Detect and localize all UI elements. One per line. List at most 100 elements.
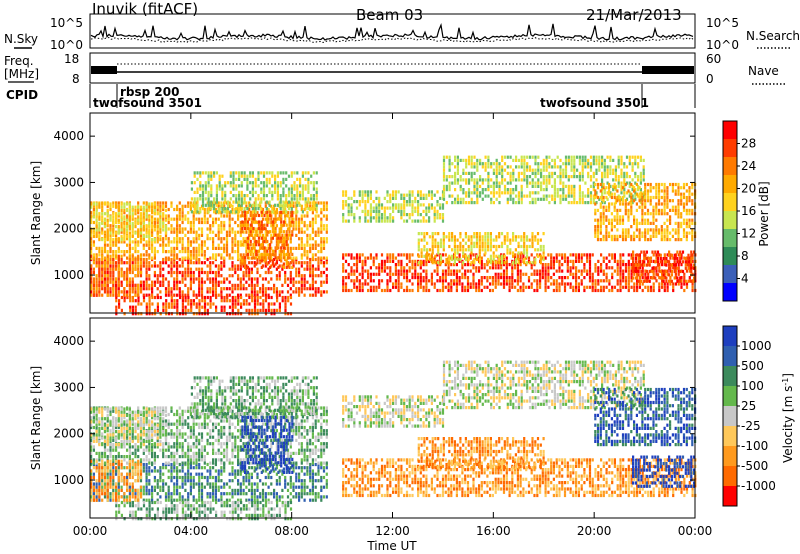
power-cell bbox=[253, 283, 256, 287]
power-cell bbox=[548, 181, 551, 185]
power-cell bbox=[284, 253, 287, 257]
power-cell bbox=[173, 264, 176, 268]
power-cell bbox=[523, 168, 526, 172]
power-cell bbox=[505, 269, 508, 273]
power-cell bbox=[106, 234, 109, 238]
power-cell bbox=[137, 250, 140, 254]
power-cell bbox=[285, 265, 288, 269]
power-cell bbox=[311, 256, 314, 260]
power-cell bbox=[594, 234, 597, 238]
power-cell bbox=[243, 197, 246, 201]
power-cell bbox=[614, 168, 617, 172]
power-cell bbox=[575, 256, 578, 260]
power-cell bbox=[284, 305, 287, 309]
power-cell bbox=[134, 221, 137, 225]
power-cell bbox=[148, 215, 151, 219]
power-cell bbox=[469, 282, 472, 286]
power-cell bbox=[369, 196, 372, 200]
power-cell bbox=[117, 238, 120, 242]
power-cell bbox=[580, 259, 583, 263]
power-cell bbox=[361, 190, 364, 194]
power-cell bbox=[512, 251, 515, 255]
power-cell bbox=[605, 218, 608, 222]
power-cell bbox=[193, 190, 196, 194]
power-cell bbox=[430, 276, 433, 280]
power-cell bbox=[290, 194, 293, 198]
power-cell bbox=[476, 184, 479, 188]
power-cell bbox=[306, 233, 309, 237]
power-cell bbox=[303, 230, 306, 234]
power-cell bbox=[564, 171, 568, 175]
power-cell bbox=[380, 269, 384, 273]
power-cell bbox=[598, 155, 601, 159]
power-cell bbox=[288, 220, 291, 224]
power-cell bbox=[280, 249, 283, 253]
power-cell bbox=[450, 282, 453, 286]
power-cell bbox=[490, 178, 493, 182]
power-cell bbox=[619, 263, 622, 267]
power-cell bbox=[312, 184, 315, 188]
power-cell bbox=[195, 246, 198, 250]
power-cell bbox=[213, 210, 216, 214]
power-cell bbox=[311, 277, 314, 281]
power-cell bbox=[106, 208, 109, 212]
power-cell bbox=[628, 158, 631, 162]
power-cell bbox=[369, 193, 372, 197]
power-cell bbox=[372, 272, 375, 276]
power-cell bbox=[539, 257, 542, 262]
power-cell bbox=[522, 288, 525, 293]
power-cell bbox=[231, 256, 234, 260]
power-cell bbox=[663, 288, 666, 293]
power-cell bbox=[392, 193, 395, 197]
power-cell bbox=[300, 277, 303, 281]
power-cell bbox=[241, 220, 244, 224]
power-cell bbox=[206, 274, 209, 278]
power-cell bbox=[515, 165, 518, 169]
power-cell bbox=[214, 220, 217, 225]
power-cell bbox=[198, 257, 201, 262]
power-cell bbox=[115, 256, 118, 260]
power-cell bbox=[322, 270, 326, 275]
power-cell bbox=[441, 276, 445, 280]
power-cell bbox=[621, 218, 625, 222]
power-cell bbox=[677, 253, 680, 257]
power-cell bbox=[309, 283, 312, 287]
power-cell bbox=[239, 220, 242, 225]
power-cell bbox=[408, 279, 411, 283]
power-cell bbox=[578, 197, 581, 201]
power-cell bbox=[601, 178, 604, 182]
power-cell bbox=[441, 206, 445, 210]
power-cell bbox=[576, 201, 579, 205]
power-cell bbox=[189, 274, 192, 278]
power-cell bbox=[291, 220, 294, 224]
power-cell bbox=[217, 233, 220, 237]
power-cell bbox=[142, 283, 145, 287]
power-cell bbox=[358, 288, 361, 293]
power-cell bbox=[594, 212, 597, 216]
power-cell bbox=[380, 288, 384, 293]
power-cell bbox=[229, 171, 232, 175]
power-cell bbox=[542, 197, 545, 201]
power-cell bbox=[151, 283, 154, 287]
power-cell bbox=[414, 276, 417, 280]
power-cell bbox=[311, 287, 314, 291]
power-cell bbox=[280, 210, 283, 214]
power-cell bbox=[492, 257, 495, 262]
power-cell bbox=[567, 201, 570, 205]
power-cell bbox=[577, 253, 580, 257]
power-cell bbox=[209, 214, 212, 218]
power-cell bbox=[145, 302, 148, 306]
power-cell bbox=[419, 196, 422, 200]
power-cell bbox=[286, 261, 290, 265]
power-cell bbox=[652, 285, 655, 289]
power-cell bbox=[531, 191, 534, 195]
power-cell bbox=[405, 269, 409, 273]
power-cell bbox=[228, 224, 231, 228]
power-cell bbox=[165, 302, 168, 306]
power-cell bbox=[129, 308, 132, 312]
power-cell bbox=[583, 288, 586, 293]
power-cell bbox=[117, 218, 120, 222]
power-cell bbox=[512, 188, 515, 192]
power-cell bbox=[506, 201, 509, 205]
power-cell bbox=[605, 186, 608, 190]
